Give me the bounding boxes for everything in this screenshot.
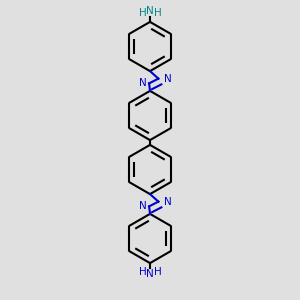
Text: H: H	[139, 8, 146, 18]
Text: N: N	[146, 6, 154, 16]
Text: N: N	[164, 74, 172, 84]
Text: H: H	[154, 8, 161, 18]
Text: N: N	[146, 268, 154, 279]
Text: N: N	[164, 196, 172, 207]
Text: N: N	[139, 78, 146, 88]
Text: N: N	[139, 201, 146, 212]
Text: H: H	[154, 267, 161, 277]
Text: H: H	[139, 267, 146, 277]
